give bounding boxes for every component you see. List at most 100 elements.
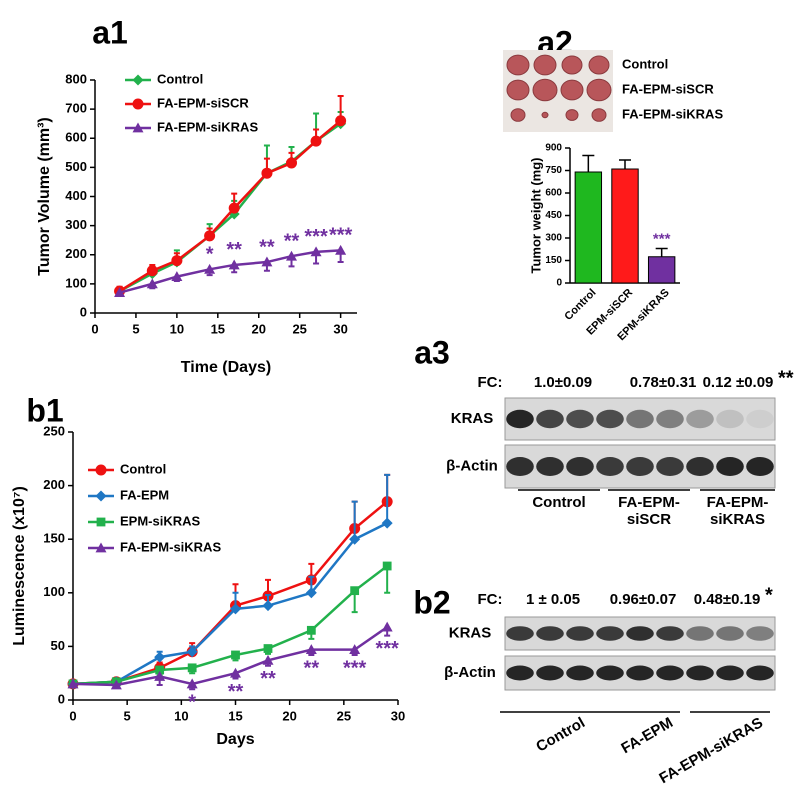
data-point [262,654,274,665]
error-bar [384,566,391,594]
blot-band [626,457,654,476]
tumor [506,79,530,101]
blot-band [716,409,744,429]
legend-marker [95,490,107,502]
significance-mark: *** [329,225,353,247]
x-tick-label: 25 [337,708,351,723]
tumor [532,78,558,102]
error-bar [384,473,391,524]
fc-value: 1 ± 0.05 [526,591,580,608]
panel-label: b1 [26,392,63,428]
fc-label: FC: [478,374,503,391]
significance-mark: *** [343,657,367,679]
data-point [146,265,158,277]
legend-label: FA-EPM-siKRAS [157,119,258,134]
data-point [146,278,158,289]
data-point [261,167,273,179]
x-tick-label: 15 [211,321,225,336]
significance-mark: ** [778,367,794,389]
row-label: KRAS [451,410,494,427]
legend-label: FA-EPM-siSCR [157,95,249,110]
significance-mark: ** [304,657,320,679]
panel-label: a1 [92,14,128,50]
fc-value: 0.96±0.07 [610,591,677,608]
tumor [588,55,610,75]
blot-band [566,457,594,476]
y-tick-label: 0 [58,691,65,706]
blot-band [596,457,624,476]
significance-mark: *** [375,638,399,660]
row-label: β-Actin [446,457,498,474]
data-point [110,679,122,690]
legend-marker [95,542,107,553]
significance-mark: ** [260,668,276,690]
significance-mark: ** [259,236,275,258]
group-label: FA-EPM- [618,494,680,511]
group-label: siSCR [627,511,671,528]
data-point [306,625,316,635]
data-point [286,250,297,261]
blot-band [656,665,684,681]
x-tick-label: 0 [91,321,98,336]
data-point [350,586,360,596]
significance-mark: * [206,244,214,266]
blot-band [626,626,654,641]
error-bar [655,247,668,257]
data-point [154,670,166,681]
y-tick-label: 400 [65,188,87,203]
legend-label: EPM-siKRAS [120,513,201,528]
blot-band [656,626,684,641]
tumor [533,54,557,76]
bar [611,168,639,284]
y-axis-label: Luminescence (x10⁷) [11,486,28,646]
blot-band [746,457,774,476]
y-axis-label: Tumor weight (mg) [528,157,543,273]
legend-marker [132,98,144,110]
blot-band [506,665,534,681]
blot-band [536,626,564,641]
blot-band [686,626,714,641]
data-point [310,135,322,147]
data-point [204,263,216,274]
blot-band [566,626,594,641]
y-tick-label: 600 [545,188,562,199]
y-tick-label: 150 [545,255,562,266]
x-tick-label: 30 [333,321,347,336]
blot-band [686,665,714,681]
fc-value: 0.12 ±0.09 [703,374,774,391]
blot-band [536,409,564,429]
data-point [382,561,392,571]
tumor [561,55,583,75]
y-tick-label: 450 [545,210,562,221]
panel-label: b2 [413,584,450,620]
x-tick-label: 30 [391,708,405,723]
panel-label: a3 [414,334,450,370]
legend-marker [96,517,106,527]
significance-mark: *** [653,230,671,247]
blot-band [536,665,564,681]
y-tick-label: 200 [43,477,65,492]
y-tick-label: 100 [65,275,87,290]
x-tick-label: 5 [132,321,139,336]
row-label: KRAS [449,624,492,641]
blot-band [566,409,594,429]
blot-band [626,409,654,429]
significance-mark: ** [228,681,244,703]
data-point [231,650,240,660]
data-point [230,603,241,615]
y-tick-label: 150 [43,531,65,546]
data-point [187,663,197,673]
y-tick-label: 0 [556,278,562,289]
fc-value: 0.48±0.19 [694,591,761,608]
tumor [586,78,612,102]
fc-value: 1.0±0.09 [534,374,592,391]
group-label: FA-EPM- [707,494,769,511]
y-tick-label: 50 [51,638,65,653]
y-tick-label: 100 [43,584,65,599]
y-tick-label: 300 [545,233,562,244]
fc-value: 0.78±0.31 [630,374,697,391]
y-tick-label: 250 [43,423,65,438]
data-point [186,678,198,689]
x-tick-label: Control [562,287,598,323]
